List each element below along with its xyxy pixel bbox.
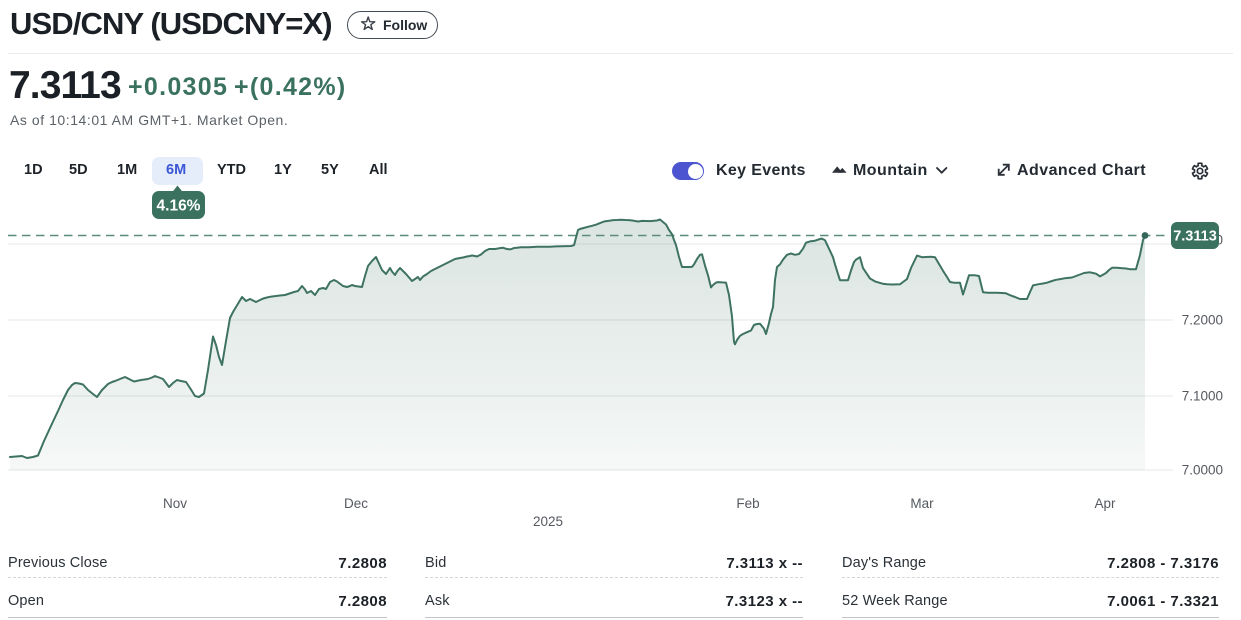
svg-text:7.2000: 7.2000 — [1182, 313, 1223, 328]
svg-text:Dec: Dec — [344, 496, 368, 511]
svg-text:7.0000: 7.0000 — [1182, 463, 1223, 478]
svg-text:7.3113: 7.3113 — [1173, 229, 1217, 245]
svg-text:4.16%: 4.16% — [157, 198, 201, 215]
svg-text:Apr: Apr — [1094, 496, 1116, 511]
svg-text:Mar: Mar — [910, 496, 934, 511]
svg-text:7.1000: 7.1000 — [1182, 389, 1223, 404]
svg-text:2025: 2025 — [533, 514, 563, 529]
svg-text:Feb: Feb — [736, 496, 759, 511]
svg-text:Nov: Nov — [163, 496, 187, 511]
